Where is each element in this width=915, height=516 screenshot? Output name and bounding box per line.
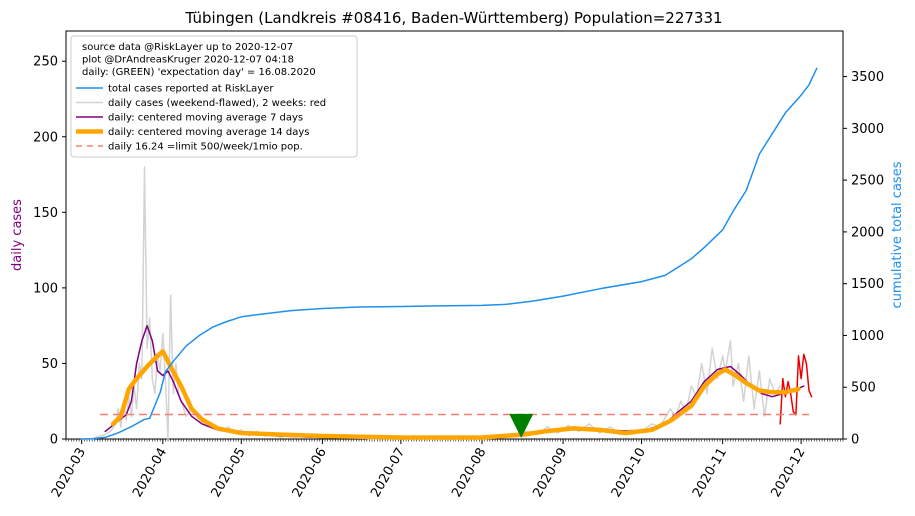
- y-axis-right: 0 500 1000 1500 2000 2500 3000 3500: [843, 70, 884, 448]
- x-tick-label: 2020-08: [449, 446, 489, 501]
- x-tick-label: 2020-05: [209, 446, 249, 501]
- x-tick-label: 2020-12: [768, 446, 808, 501]
- x-tick-label: 2020-10: [609, 446, 649, 501]
- series-layer: [80, 67, 818, 440]
- y-right-tick-label: 1500: [851, 277, 884, 292]
- y-right-tick-label: 0: [851, 433, 859, 448]
- y-left-tick-label: 50: [41, 357, 58, 372]
- legend-entry-total: total cases reported at RiskLayer: [108, 84, 274, 95]
- y-axis-left: 0 50 100 150 200 250: [33, 55, 66, 448]
- y-left-tick-label: 200: [33, 130, 58, 145]
- legend: source data @RiskLayer up to 2020-12-07 p…: [70, 35, 358, 158]
- x-tick-label: 2020-06: [290, 446, 330, 501]
- legend-box: [70, 35, 358, 158]
- y-right-tick-label: 3500: [851, 70, 884, 85]
- x-tick-label: 2020-04: [130, 446, 170, 501]
- chart-title: Tübingen (Landkreis #08416, Baden-Württe…: [184, 9, 722, 27]
- x-tick-label: 2020-03: [49, 446, 89, 501]
- y-right-tick-label: 1000: [851, 329, 884, 344]
- legend-entry-ma14: daily: centered moving average 14 days: [108, 127, 309, 138]
- y-right-tick-label: 2000: [851, 225, 884, 240]
- series-line-ma14: [110, 349, 801, 440]
- y-axis-left-label: daily cases: [10, 199, 25, 271]
- y-left-tick-label: 100: [33, 281, 58, 296]
- y-right-tick-label: 500: [851, 381, 876, 396]
- legend-header-line: daily: (GREEN) 'expectation day' = 16.08…: [82, 67, 316, 78]
- y-left-tick-label: 150: [33, 206, 58, 221]
- x-axis: 2020-03 2020-04 2020-05 2020-06 2020-07 2020-…: [49, 439, 844, 501]
- x-tick-label: 2020-07: [368, 446, 408, 501]
- series-line-total: [80, 67, 818, 440]
- legend-header-line: plot @DrAndreasKruger 2020-12-07 04:18: [82, 55, 294, 66]
- legend-entry-ma7: daily: centered moving average 7 days: [108, 113, 303, 124]
- y-right-tick-label: 2500: [851, 174, 884, 189]
- y-left-tick-label: 0: [50, 433, 58, 448]
- expectation-day-marker: [509, 413, 534, 438]
- x-tick-label: 2020-11: [690, 446, 730, 501]
- legend-entry-limit: daily 16.24 =limit 500/week/1mio pop.: [108, 142, 303, 153]
- legend-header-line: source data @RiskLayer up to 2020-12-07: [82, 42, 293, 53]
- legend-entry-daily: daily cases (weekend-flawed), 2 weeks: r…: [108, 98, 326, 109]
- x-tick-label: 2020-09: [530, 446, 570, 501]
- y-right-tick-label: 3000: [851, 122, 884, 137]
- y-left-tick-label: 250: [33, 55, 58, 70]
- y-axis-right-label: cumulative total cases: [890, 161, 905, 308]
